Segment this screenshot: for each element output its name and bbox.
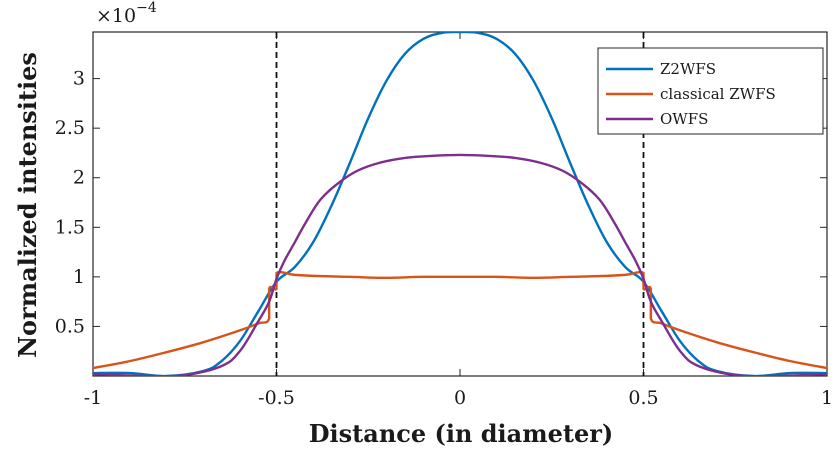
x-tick-label: 0 [454, 387, 466, 409]
y-tick-label: 2.5 [55, 117, 85, 139]
x-tick-label: 1 [821, 387, 833, 409]
legend-label-2: classical ZWFS [660, 85, 776, 103]
series-line-3 [93, 153, 827, 376]
legend-label-1: Z2WFS [660, 60, 716, 78]
y-axis-title: Normalized intensities [13, 52, 42, 358]
legend-label-3: OWFS [660, 110, 708, 128]
tick-labels: -1 -0.5 0 0.5 1 0.5 1 1.5 2 2.5 3 [55, 68, 833, 409]
y-multiplier-exponent: −4 [136, 0, 157, 16]
series-line-2 [93, 270, 827, 370]
y-tick-label: 2 [73, 167, 85, 189]
y-tick-label: 3 [73, 68, 85, 90]
series-lines [93, 32, 827, 376]
x-tick-label: -1 [84, 387, 103, 409]
y-tick-label: 1 [73, 266, 85, 288]
y-multiplier-base: ×10 [96, 5, 136, 27]
y-axis-multiplier: ×10−4 [96, 0, 157, 27]
x-axis-title: Distance (in diameter) [309, 419, 614, 448]
reference-lines [275, 32, 645, 376]
series-line-1 [93, 32, 827, 376]
y-tick-label: 0.5 [55, 315, 85, 337]
x-tick-label: 0.5 [628, 387, 658, 409]
legend: Z2WFS classical ZWFS OWFS [597, 47, 824, 135]
x-tick-label: -0.5 [258, 387, 295, 409]
y-tick-label: 1.5 [55, 216, 85, 238]
